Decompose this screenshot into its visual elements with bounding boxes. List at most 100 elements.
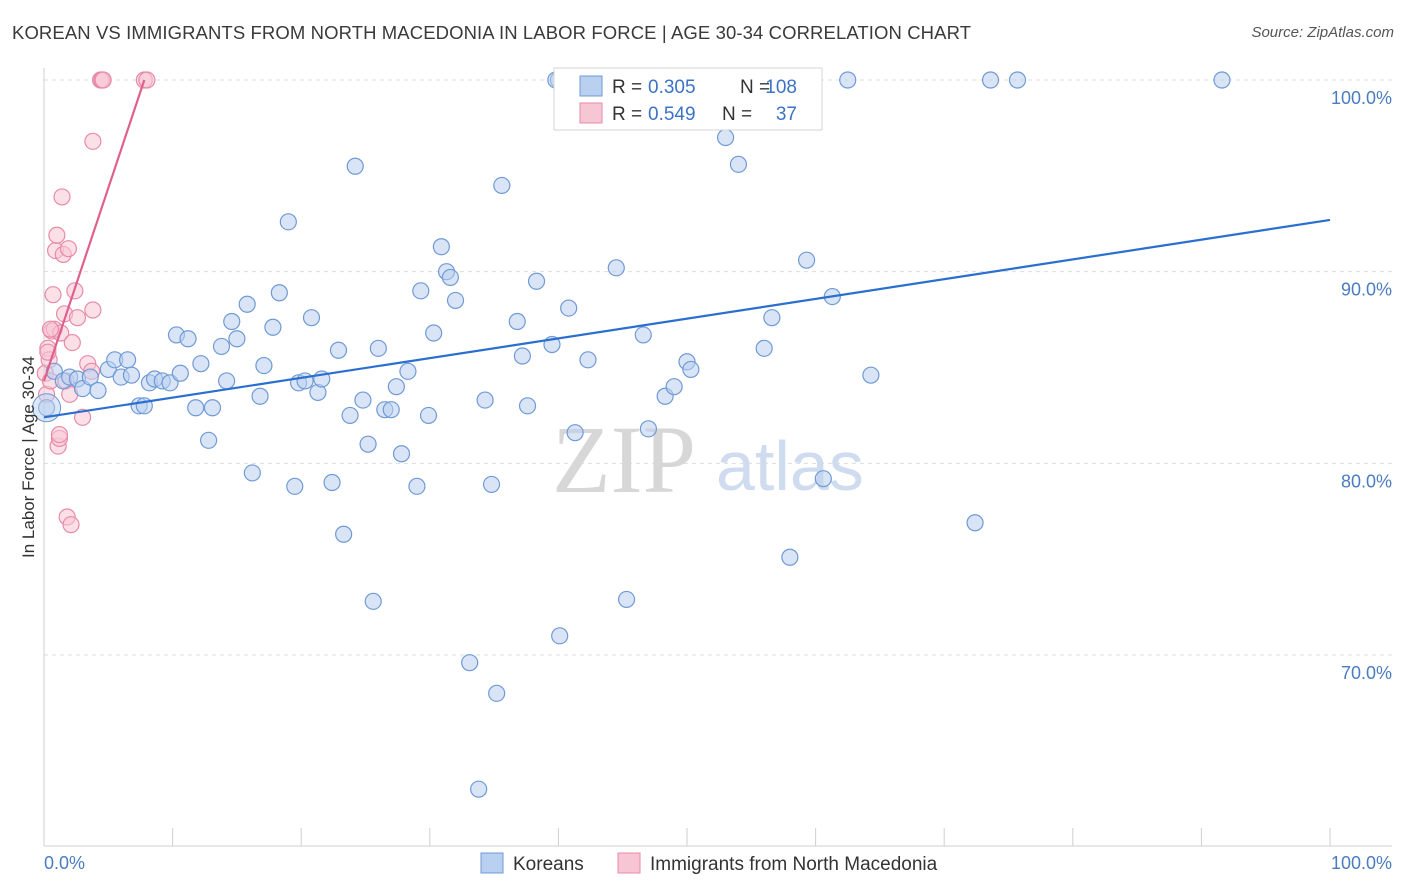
point-macedonia (138, 71, 156, 89)
point-koreans (607, 259, 625, 277)
point-koreans (279, 213, 297, 231)
gridlines (44, 79, 1392, 656)
y-tick-label: 90.0% (1341, 280, 1392, 300)
point-koreans (203, 399, 222, 417)
trendline-koreans (43, 218, 1331, 419)
point-koreans (1213, 71, 1231, 89)
point-koreans (639, 420, 658, 438)
legend-swatch-macedonia (617, 852, 641, 874)
point-koreans (122, 366, 141, 384)
point-koreans (839, 71, 857, 89)
point-koreans (354, 391, 372, 409)
point-koreans (560, 299, 578, 317)
point-koreans (493, 176, 511, 195)
chart-title: KOREAN VS IMMIGRANTS FROM NORTH MACEDONI… (12, 22, 972, 43)
point-koreans (286, 477, 304, 495)
point-koreans (665, 378, 683, 396)
point-koreans (218, 372, 236, 390)
point-koreans (729, 155, 748, 173)
point-macedonia (73, 408, 92, 426)
point-koreans (781, 548, 799, 566)
point-koreans (966, 514, 984, 532)
point-koreans (392, 445, 411, 463)
point-macedonia (62, 516, 80, 534)
point-koreans (763, 309, 781, 327)
point-koreans (513, 347, 531, 365)
point-macedonia (41, 320, 60, 338)
point-koreans (364, 592, 382, 610)
legend-label-macedonia: Immigrants from North Macedonia (650, 854, 938, 875)
point-koreans (346, 157, 364, 175)
point-koreans (617, 590, 636, 609)
stats-swatch-blue (579, 75, 603, 97)
stats-n-value-pink: 37 (776, 104, 797, 125)
point-koreans (716, 128, 735, 147)
stats-r-label-blue: R = (612, 77, 642, 98)
point-koreans (264, 318, 282, 336)
point-koreans (187, 399, 205, 417)
point-koreans (251, 387, 269, 405)
point-koreans (634, 326, 652, 344)
x-tick-label-max: 100.0% (1331, 853, 1392, 873)
point-koreans (270, 284, 288, 302)
point-koreans (118, 351, 137, 369)
point-koreans (228, 330, 246, 348)
trendline-macedonia (42, 79, 146, 382)
point-koreans (1008, 71, 1027, 89)
point-koreans (527, 272, 546, 290)
point-macedonia (68, 309, 87, 327)
point-koreans (329, 341, 348, 359)
point-koreans (441, 268, 459, 287)
point-macedonia (48, 226, 66, 244)
point-koreans (171, 364, 189, 382)
stats-n-value-blue: 108 (765, 77, 797, 98)
point-koreans (508, 312, 526, 331)
stats-swatch-pink (579, 102, 603, 124)
source-label: Source: ZipAtlas.com (1251, 24, 1394, 41)
x-ticks (43, 828, 1331, 846)
point-koreans (476, 391, 494, 409)
x-tick-label-min: 0.0% (44, 853, 85, 873)
point-koreans (981, 71, 1000, 89)
point-koreans (862, 366, 880, 384)
y-tick-label: 80.0% (1341, 471, 1392, 491)
point-koreans (382, 401, 400, 419)
point-koreans (323, 473, 341, 492)
watermark-atlas: atlas (716, 427, 864, 505)
point-koreans (682, 360, 700, 379)
point-koreans (797, 251, 816, 269)
point-koreans (302, 309, 321, 327)
y-tick-label: 100.0% (1331, 88, 1392, 108)
point-koreans (243, 464, 261, 482)
point-koreans (335, 525, 353, 543)
bottom-legend: Koreans Immigrants from North Macedonia (480, 852, 938, 875)
point-koreans (419, 406, 438, 425)
stats-n-label-blue: N = (740, 77, 770, 98)
point-koreans (551, 627, 569, 645)
point-koreans (89, 381, 107, 400)
point-macedonia (59, 240, 78, 258)
point-koreans (579, 351, 597, 369)
point-macedonia (84, 301, 102, 319)
point-macedonia (63, 333, 81, 352)
point-macedonia (53, 188, 71, 206)
stats-r-value-blue: 0.305 (648, 77, 696, 98)
stats-r-label-pink: R = (612, 104, 642, 125)
legend-label-koreans: Koreans (513, 854, 584, 875)
axes (43, 68, 1392, 847)
legend-swatch-koreans (480, 852, 504, 874)
point-koreans (518, 397, 537, 415)
point-koreans (482, 475, 501, 494)
y-ticks: 70.0% 80.0% 90.0% 100.0% (1331, 88, 1392, 683)
y-axis-title: In Labor Force | Age 30-34 (19, 356, 38, 558)
point-koreans (192, 355, 210, 373)
point-koreans (488, 684, 506, 702)
y-tick-label: 70.0% (1341, 663, 1392, 683)
trendlines (42, 79, 1331, 419)
point-koreans (255, 356, 273, 375)
point-macedonia (50, 425, 69, 444)
point-koreans (432, 238, 450, 256)
point-koreans (223, 312, 241, 331)
point-koreans (359, 435, 377, 453)
